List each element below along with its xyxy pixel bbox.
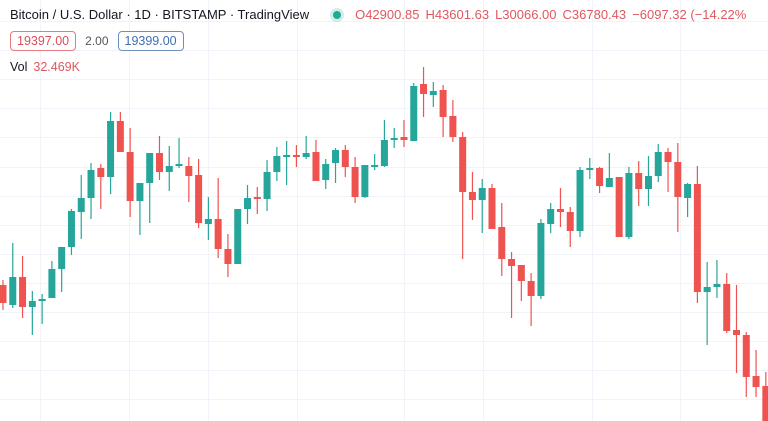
candle-down [762, 385, 768, 421]
candle-up [429, 91, 437, 95]
symbol-legend: Bitcoin / U.S. Dollar · 1D · BITSTAMP · … [10, 7, 752, 22]
candle-down [214, 219, 222, 249]
high-value: H43601.63 [425, 7, 490, 22]
candle-up [302, 153, 310, 157]
candle-up [244, 198, 251, 209]
candle-down [19, 277, 27, 307]
candle-down [439, 90, 447, 117]
volume-legend: Vol 32.469K [10, 60, 80, 74]
ohlc-values: O42900.85 H43601.63 L30066.00 C36780.43 −609… [355, 7, 752, 22]
candle-down [596, 168, 604, 186]
candle-down [508, 259, 516, 266]
candle-up [713, 284, 721, 287]
candle-up [478, 188, 486, 200]
candle-down [733, 330, 740, 335]
candle-up [361, 165, 369, 197]
candle-down [674, 162, 682, 197]
candle-down [351, 167, 359, 197]
candle-down [556, 209, 564, 212]
low-value: L30066.00 [495, 7, 557, 22]
candle-up [586, 168, 594, 170]
candle-down [468, 192, 476, 200]
volume-label: Vol [10, 60, 28, 74]
quote-row: 19397.00 2.00 19399.00 [10, 31, 184, 51]
volume-value: 32.469K [33, 60, 80, 74]
candle-down [488, 188, 496, 229]
candle-down [224, 249, 232, 264]
candle-down [449, 116, 457, 137]
candle-up [136, 183, 144, 201]
candle-up [234, 209, 242, 264]
candle-down [97, 168, 105, 177]
buy-button[interactable]: 19399.00 [117, 31, 184, 51]
candle-up [204, 219, 212, 224]
candle-up [9, 277, 17, 305]
candle-down [116, 121, 124, 152]
candle-down [566, 212, 574, 231]
candle-down [420, 84, 428, 94]
candle-down [527, 281, 535, 296]
candle-up [625, 173, 633, 237]
candle-down [615, 177, 623, 237]
candle-down [459, 137, 467, 192]
candle-up [703, 287, 711, 292]
candle-down [312, 152, 320, 181]
candle-up [684, 184, 692, 198]
change-value: −6097.32 (−14.22% [632, 7, 747, 22]
candle-up [87, 170, 95, 198]
candle-down [195, 175, 203, 223]
candle-down [0, 285, 7, 303]
candle-up [371, 165, 379, 167]
candle-up [273, 156, 281, 172]
sell-button[interactable]: 19397.00 [10, 31, 77, 51]
candle-down [253, 197, 261, 199]
candle-up [107, 121, 115, 177]
spread-value: 2.00 [85, 34, 109, 48]
candle-down [400, 137, 408, 140]
candle-down [126, 152, 134, 201]
candle-up [48, 269, 56, 298]
candle-up [175, 164, 183, 166]
candle-up [644, 176, 652, 189]
candle-down [635, 173, 643, 189]
symbol-title[interactable]: Bitcoin / U.S. Dollar · 1D · BITSTAMP · … [10, 7, 310, 22]
candle-up [380, 140, 388, 166]
candle-down [292, 155, 300, 157]
candle-down [664, 152, 672, 162]
candle-up [77, 198, 85, 212]
candle-down [155, 153, 163, 172]
open-value: O42900.85 [355, 7, 420, 22]
candle-up [322, 164, 330, 180]
candle-down [185, 166, 193, 176]
candle-down [693, 184, 701, 292]
candle-up [410, 86, 418, 141]
candle-up [58, 247, 66, 269]
candle-up [547, 209, 555, 224]
candle-up [654, 152, 662, 176]
candle-up [146, 153, 154, 183]
candle-down [742, 335, 750, 377]
candle-up [605, 178, 613, 187]
candle-up [332, 150, 340, 163]
candle-up [38, 299, 46, 301]
market-status-dot-icon [333, 10, 342, 19]
candle-up [165, 166, 173, 172]
candle-down [341, 150, 349, 167]
candle-down [723, 284, 731, 331]
candle-up [263, 172, 271, 199]
candle-up [390, 138, 398, 140]
candle-up [537, 223, 545, 296]
candle-up [28, 301, 36, 307]
candle-down [752, 376, 760, 387]
candle-up [67, 211, 75, 247]
candle-up [576, 170, 584, 231]
close-value: C36780.43 [562, 7, 627, 22]
candle-down [498, 227, 506, 259]
candle-down [517, 265, 525, 281]
candle-up [283, 155, 291, 157]
